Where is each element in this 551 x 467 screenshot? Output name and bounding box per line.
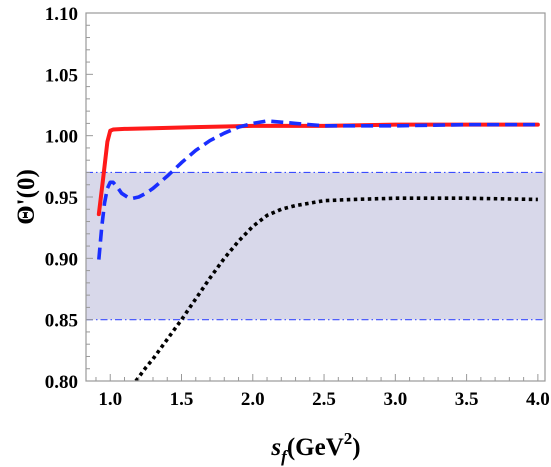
series-dashed-line [97,119,538,260]
x-axis-title: sf(GeV2) [270,429,360,466]
series-dotted-line [134,196,538,381]
y-tick-label: 1.10 [45,4,78,25]
x-tick-label: 2.0 [241,389,265,410]
y-tick-label: 1.00 [45,127,78,148]
band-fill [86,172,545,320]
y-tick-label: 0.80 [45,372,78,393]
y-tick-label: 0.90 [45,249,78,270]
x-tick-label: 3.5 [455,389,479,410]
x-tick-label: 1.5 [170,389,194,410]
series-layer [96,119,540,381]
y-tick-label: 1.05 [45,65,78,86]
y-axis-title: Θ'(0) [13,169,40,225]
x-axis-title-base: s [270,434,281,461]
x-axis-title-close: ) [352,434,360,461]
x-axis-title-sup: 2 [344,429,353,448]
x-tick-label: 4.0 [526,389,550,410]
tick-layer: 1.0 1.5 2.0 2.5 3.0 3.5 4.0 0.80 0.85 0.90 0.95 1.0… [45,4,550,410]
confidence-band [86,171,545,321]
series-solid-line [96,122,540,217]
x-tick-label: 3.0 [383,389,407,410]
x-axis-title-sub: f [281,447,289,466]
x-tick-label: 2.5 [312,389,336,410]
x-tick-label: 1.0 [98,389,122,410]
x-axis-title-unit: (GeV [287,434,344,461]
y-tick-label: 0.85 [45,311,78,332]
y-tick-label: 0.95 [45,188,78,209]
